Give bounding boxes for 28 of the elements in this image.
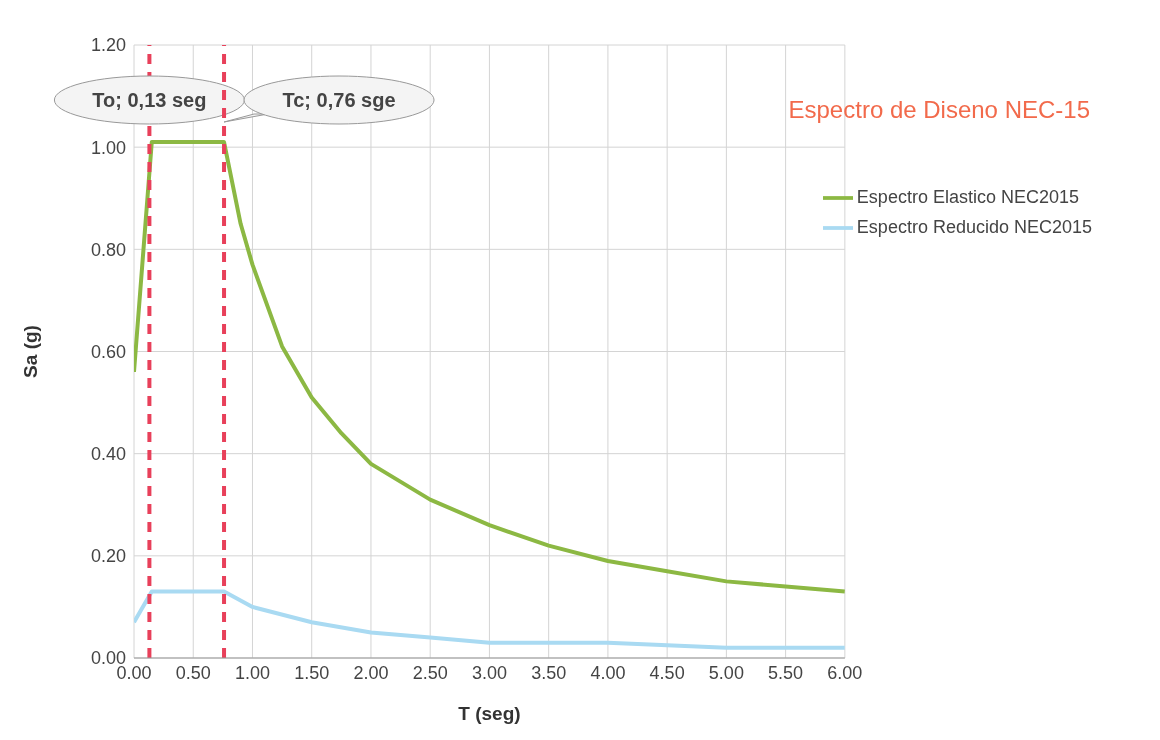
x-tick-label: 5.50 — [768, 662, 804, 683]
y-tick-label: 1.20 — [90, 35, 126, 56]
legend-label: Espectro Reducido NEC2015 — [856, 216, 1092, 237]
callout-bubble: To; 0,13 seg — [53, 75, 245, 125]
ref-line-label: Tc; 0,76 sge — [282, 89, 396, 111]
y-tick-label: 1.00 — [90, 137, 126, 158]
y-tick-label: 0.60 — [90, 341, 126, 362]
x-tick-label: 6.00 — [827, 662, 863, 683]
x-tick-label: 4.00 — [590, 662, 626, 683]
legend-label: Espectro Elastico NEC2015 — [856, 186, 1079, 207]
y-tick-label: 0.80 — [90, 239, 126, 260]
x-axis-title: T (seg) — [458, 703, 521, 724]
ref-line-label: To; 0,13 seg — [92, 89, 207, 111]
line-series — [134, 140, 845, 594]
x-tick-label: 3.50 — [531, 662, 567, 683]
x-tick-label: 1.50 — [294, 662, 330, 683]
x-tick-label: 2.00 — [353, 662, 389, 683]
x-tick-label: 4.50 — [649, 662, 685, 683]
y-tick-label: 0.20 — [90, 546, 126, 567]
x-tick-label: 5.00 — [708, 662, 744, 683]
line-series — [134, 589, 845, 650]
x-tick-label: 0.50 — [175, 662, 211, 683]
x-tick-label: 1.00 — [234, 662, 270, 683]
x-tick-label: 3.00 — [471, 662, 507, 683]
x-tick-label: 2.50 — [412, 662, 448, 683]
y-axis-title: Sa (g) — [19, 325, 41, 378]
text: Espectro de Diseno NEC-15 — [788, 96, 1090, 124]
y-tick-label: 0.40 — [90, 444, 126, 465]
